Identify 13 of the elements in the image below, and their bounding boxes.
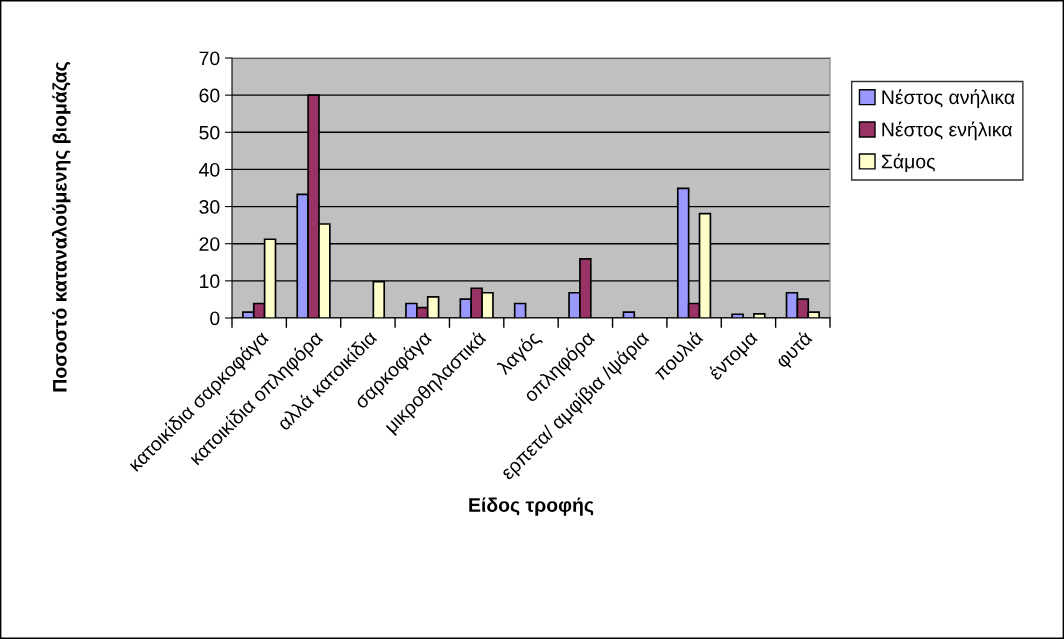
y-tick-label: 50	[199, 125, 220, 140]
y-tick-label: 40	[199, 162, 220, 177]
x-axis-title: Είδος τροφής	[469, 497, 594, 516]
y-tick-label: 0	[210, 311, 220, 326]
y-tick-label: 70	[199, 51, 220, 66]
legend-label: Νέστος ενήλικα	[882, 121, 1012, 141]
y-axis-title: Ποσοστό καταναλούμενης βιομάζας	[51, 62, 71, 392]
y-tick-label: 60	[199, 88, 220, 103]
legend-label: Σάμος	[881, 153, 935, 172]
legend-label: Νέστος ανήλικα	[882, 89, 1015, 108]
y-tick-label: 30	[199, 200, 220, 214]
y-tick-label: 20	[199, 237, 220, 251]
y-tick-label: 10	[200, 274, 220, 289]
